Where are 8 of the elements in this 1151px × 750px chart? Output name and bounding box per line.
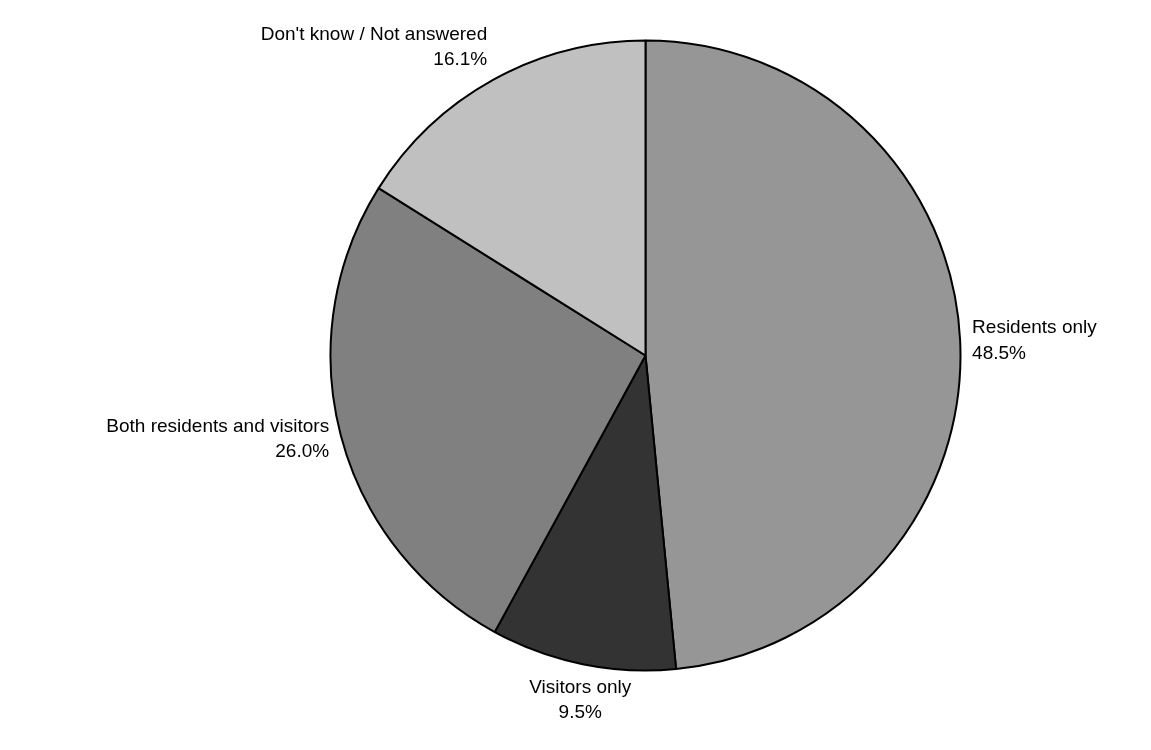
data-label: 26.0% — [275, 440, 330, 462]
slice-label: Residents only — [972, 316, 1098, 338]
slice-label: Both residents and visitors — [106, 415, 330, 437]
data-label: 16.1% — [433, 48, 488, 70]
slice-label: Don't know / Not answered — [260, 23, 488, 45]
data-label: 9.5% — [558, 701, 603, 723]
data-label: 48.5% — [972, 341, 1027, 363]
slice-label: Visitors only — [529, 675, 632, 697]
